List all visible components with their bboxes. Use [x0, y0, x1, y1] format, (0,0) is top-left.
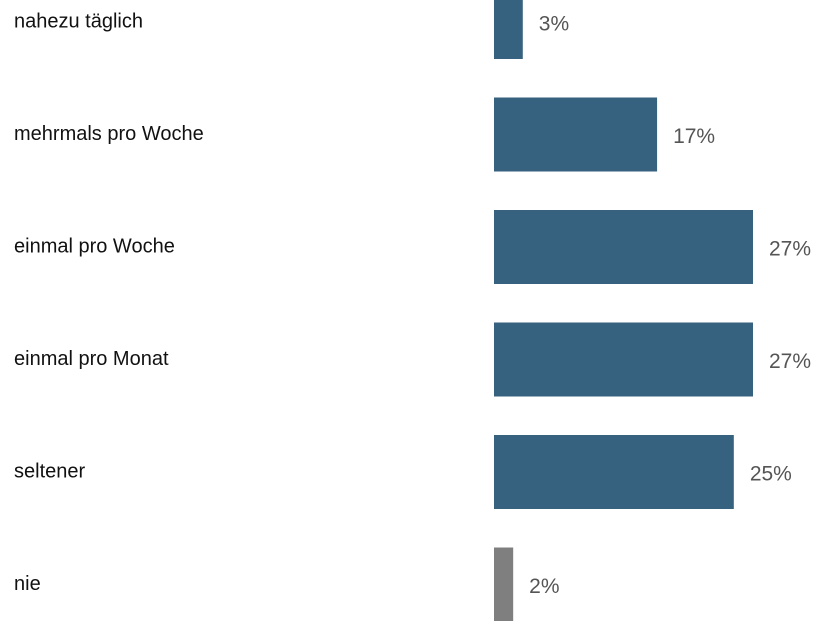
category-label: mehrmals pro Woche	[14, 123, 204, 145]
category-label: einmal pro Woche	[14, 235, 175, 257]
value-label: 27%	[769, 238, 811, 261]
value-label: 17%	[673, 125, 715, 148]
bar	[494, 97, 658, 172]
bar	[494, 210, 753, 284]
category-label: einmal pro Monat	[14, 348, 169, 370]
category-label: nie	[14, 573, 41, 595]
bar	[494, 322, 753, 397]
bar	[494, 0, 523, 59]
bar	[494, 435, 734, 509]
value-label: 2%	[529, 575, 559, 598]
category-label: nahezu täglich	[14, 10, 143, 32]
value-label: 27%	[769, 350, 811, 373]
value-label: 25%	[750, 463, 792, 486]
bar	[494, 547, 514, 621]
value-label: 3%	[539, 13, 569, 36]
category-label: seltener	[14, 460, 85, 482]
